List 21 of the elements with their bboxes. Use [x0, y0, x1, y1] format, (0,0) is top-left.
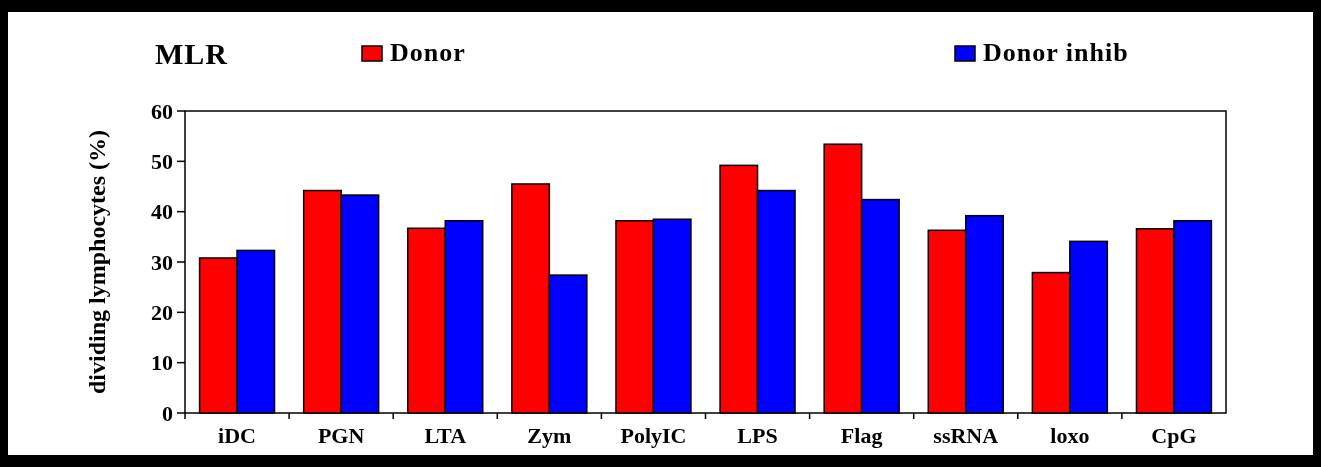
x-tick-label: loxo — [1050, 423, 1090, 448]
y-tick-label: 40 — [151, 199, 173, 225]
y-tick-label: 0 — [162, 400, 173, 426]
x-tick-label: PolyIC — [620, 423, 687, 448]
y-tick-label: 50 — [151, 149, 173, 175]
y-axis-title: dividing lymphocytes (%) — [84, 129, 110, 395]
x-tick-label: iDC — [218, 423, 256, 448]
x-tick-label: ssRNA — [933, 423, 999, 448]
y-tick-label: 20 — [151, 300, 173, 326]
legend-label: Donor — [390, 38, 466, 67]
chart-title: MLR — [155, 37, 228, 70]
y-tick-label: 10 — [151, 350, 173, 376]
x-tick-label: LTA — [424, 423, 467, 448]
legend-label: Donor inhib — [983, 38, 1129, 67]
x-tick-label: Zym — [527, 423, 572, 448]
x-tick-label: LPS — [737, 423, 778, 448]
x-tick-label: PGN — [317, 423, 365, 448]
x-tick-label: Flag — [840, 423, 883, 448]
y-tick-label: 30 — [151, 249, 173, 275]
y-tick-label: 60 — [151, 98, 173, 124]
x-tick-label: CpG — [1151, 423, 1197, 448]
